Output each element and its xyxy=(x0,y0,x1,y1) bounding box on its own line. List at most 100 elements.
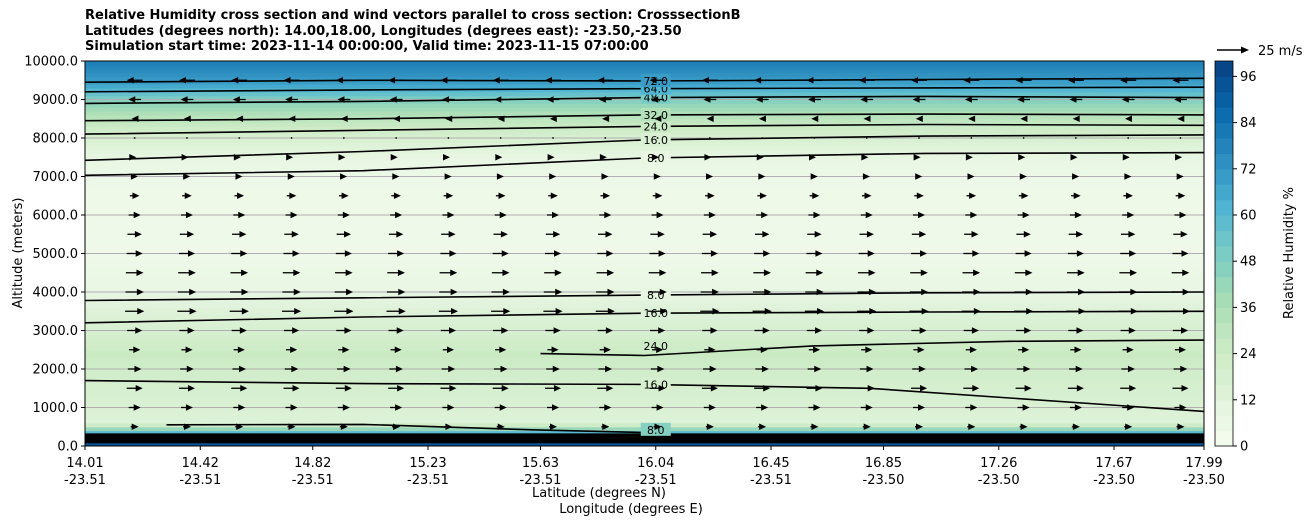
colorbar-segment xyxy=(1215,430,1233,447)
wind-vector-head xyxy=(1177,423,1185,430)
wind-vector-head xyxy=(865,404,873,411)
contour-label: 24.0 xyxy=(643,120,668,133)
wind-vector-head xyxy=(971,365,979,373)
wind-vector-head xyxy=(709,365,717,373)
wind-vector-head xyxy=(1181,250,1189,257)
x-tick-label-lon: -23.51 xyxy=(407,473,449,488)
wind-vector-head xyxy=(654,115,662,122)
y-tick-label: 1000.0 xyxy=(33,401,79,416)
humidity-band xyxy=(85,268,1204,274)
wind-vector-head xyxy=(1024,385,1032,392)
wind-vector-head xyxy=(445,423,453,430)
wind-vector-head xyxy=(292,250,300,257)
wind-vector-head xyxy=(189,288,197,296)
wind-vector-head xyxy=(180,96,188,103)
humidity-band xyxy=(85,318,1204,324)
wind-vector-head xyxy=(344,385,352,392)
wind-vector-head xyxy=(129,154,137,161)
wind-vector-head xyxy=(500,365,508,373)
humidity-band xyxy=(85,168,1204,174)
wind-vector-head xyxy=(181,154,189,161)
contour-label-bg xyxy=(640,132,671,146)
wind-vector-head xyxy=(288,423,296,430)
wind-vector-head xyxy=(231,77,239,84)
humidity-band xyxy=(85,265,1204,270)
wind-vector-head xyxy=(553,385,561,392)
wind-vector-head xyxy=(1174,96,1182,103)
wind-vector-head xyxy=(238,211,246,219)
wind-vector-head xyxy=(237,192,245,199)
colorbar-segment xyxy=(1215,399,1233,416)
humidity-band xyxy=(85,257,1204,262)
title-line-3: Simulation start time: 2023-11-14 00:00:… xyxy=(85,39,649,54)
wind-vector-head xyxy=(1181,327,1189,334)
wind-vector-head xyxy=(135,385,143,392)
wind-vector-head xyxy=(915,115,923,122)
wind-vector-head xyxy=(920,269,928,276)
chart-title: Relative Humidity cross section and wind… xyxy=(85,8,741,55)
wind-vector-head xyxy=(918,365,926,373)
wind-vector-head xyxy=(392,173,400,180)
wind-vector-head xyxy=(498,192,506,199)
colorbar-segment xyxy=(1215,322,1233,339)
wind-vector-head xyxy=(340,115,348,122)
x-axis: 14.01 -23.51 14.42 -23.51 14.82 -23.51 15.23 -2… xyxy=(64,446,1225,488)
humidity-band xyxy=(85,419,1204,424)
wind-vector-head xyxy=(1074,211,1082,219)
wind-vector-head xyxy=(916,423,924,430)
wind-vector-head xyxy=(137,308,145,315)
colorbar-tick-label: 84 xyxy=(1240,116,1257,131)
wind-vector-head xyxy=(919,327,927,334)
humidity-band xyxy=(85,303,1204,308)
x-axis-label-2: Longitude (degrees E) xyxy=(559,502,703,517)
wind-vector-head xyxy=(658,385,666,392)
wind-vector-head xyxy=(450,288,458,296)
wind-vector xyxy=(1127,137,1130,139)
colorbar-tick-label: 0 xyxy=(1240,440,1248,455)
wind-vector xyxy=(186,137,188,139)
wind-vector-head xyxy=(1127,365,1135,373)
wind-vector-head xyxy=(337,96,345,103)
wind-vector xyxy=(761,137,764,139)
humidity-band xyxy=(85,299,1204,305)
wind-vector-head xyxy=(858,77,866,84)
contour-label: 16.0 xyxy=(643,307,668,320)
wind-vector-head xyxy=(290,404,298,411)
y-tick-label: 3000.0 xyxy=(33,324,79,339)
x-tick-label-lon: -23.51 xyxy=(750,473,792,488)
wind-vector xyxy=(970,137,973,139)
humidity-band xyxy=(85,222,1204,228)
wind-vector-head xyxy=(971,231,979,238)
wind-vector-head xyxy=(497,115,505,122)
quiver-key-arrowhead xyxy=(1241,46,1249,54)
wind-vector-head xyxy=(602,115,610,122)
humidity-band xyxy=(85,322,1204,328)
wind-vector-head xyxy=(544,77,552,84)
wind-vector-head xyxy=(499,404,507,411)
wind-vector-head xyxy=(553,231,561,238)
wind-vector-head xyxy=(183,173,191,180)
wind-vector-head xyxy=(865,346,873,353)
wind-vector-head xyxy=(604,211,612,219)
wind-vector-head xyxy=(133,346,141,353)
wind-vector-head xyxy=(1121,96,1129,103)
wind-vector xyxy=(813,137,816,139)
humidity-band xyxy=(85,334,1204,339)
wind-vector-head xyxy=(917,346,925,353)
wind-vector-head xyxy=(186,365,194,373)
humidity-band xyxy=(85,191,1204,197)
wind-vector xyxy=(133,137,136,139)
wind-vector-head xyxy=(549,115,557,122)
wind-vector-head xyxy=(601,173,609,180)
wind-vector-head xyxy=(285,96,293,103)
wind-vector-head xyxy=(1075,365,1083,373)
humidity-band xyxy=(85,369,1204,374)
wind-vector-head xyxy=(187,385,195,392)
wind-vector-head xyxy=(1067,77,1075,84)
wind-vector-head xyxy=(398,288,406,296)
wind-vector-head xyxy=(657,231,665,238)
wind-vector-head xyxy=(1178,192,1186,199)
wind-vector-head xyxy=(913,154,921,161)
wind-vector-head xyxy=(756,154,764,161)
wind-vector-head xyxy=(970,404,978,411)
